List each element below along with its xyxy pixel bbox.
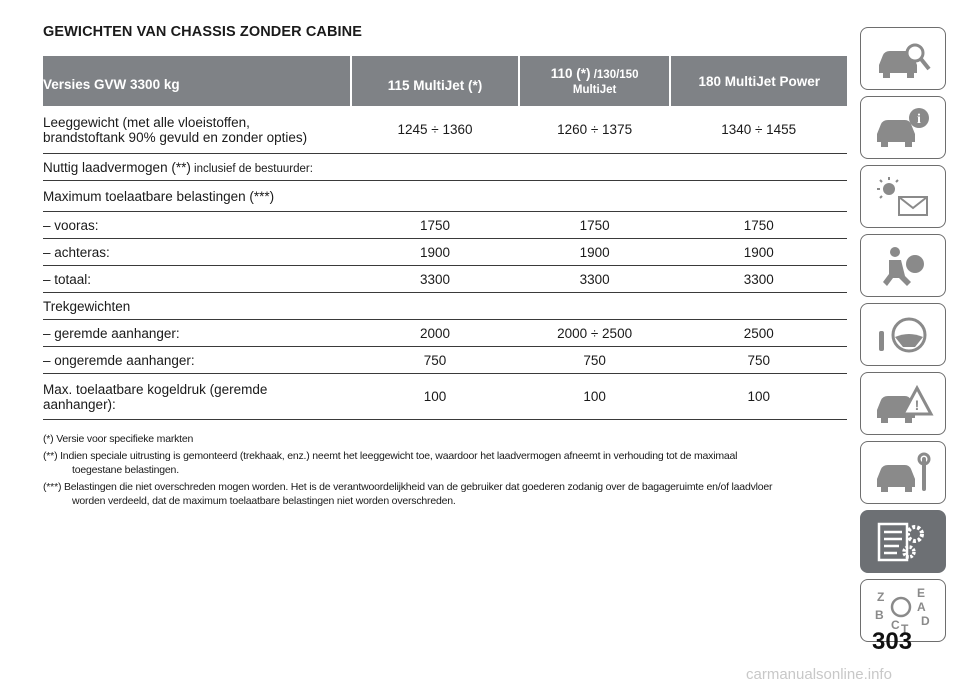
table-row: – geremde aanhanger: 2000 2000 ÷ 2500 25… (43, 319, 847, 347)
footnote-1: (*) Versie voor specifieke markten (43, 433, 194, 445)
tab-warning-lights[interactable] (860, 165, 946, 228)
airbag-safety-icon (883, 246, 924, 286)
car-maintenance-icon (877, 452, 931, 492)
tab-maintenance[interactable] (860, 441, 946, 504)
header-180-multijet-power: 180 MultiJet Power (669, 56, 847, 106)
tab-info[interactable]: i (860, 96, 946, 159)
tab-index[interactable]: Z E A B C T D (860, 579, 946, 642)
table-row: – ongeremde aanhanger: 750 750 750 (43, 346, 847, 374)
header-versions: Versies GVW 3300 kg (43, 56, 352, 106)
technical-data-icon (877, 522, 924, 561)
table-header-row: Versies GVW 3300 kg 115 MultiJet (*) 110… (43, 56, 847, 106)
chapter-tabs: i ! (860, 27, 946, 648)
table-row: – totaal: 3300 3300 3300 (43, 265, 847, 293)
alphabetical-index-icon: Z E A B C T D (875, 587, 930, 635)
header-115-multijet: 115 MultiJet (*) (350, 56, 519, 106)
table-row: – achteras: 1900 1900 1900 (43, 238, 847, 266)
table-row: Trekgewichten (43, 292, 847, 320)
svg-text:T: T (901, 622, 909, 635)
car-info-icon: i (877, 107, 929, 147)
svg-text:E: E (917, 587, 925, 600)
table-row: – vooras: 1750 1750 1750 (43, 211, 847, 239)
footnotes: (*) Versie voor specifieke markten (**) … (43, 432, 851, 511)
warning-lights-icon (877, 176, 928, 216)
header-110-130-150-multijet: 110 (*) /130/150 MultiJet (517, 56, 671, 106)
tab-getting-to-know[interactable] (860, 27, 946, 90)
table-row: Leeggewicht (met alle vloeistoffen, brand… (43, 106, 847, 154)
weights-table: Versies GVW 3300 kg 115 MultiJet (*) 110… (43, 56, 847, 420)
svg-text:!: ! (915, 397, 920, 413)
car-search-icon (879, 43, 931, 78)
svg-text:B: B (875, 608, 884, 622)
tab-emergency[interactable]: ! (860, 372, 946, 435)
tab-starting-driving[interactable] (860, 303, 946, 366)
footnote-2: (**) Indien speciale uitrusting is gemon… (43, 450, 738, 476)
table-row: Max. toelaatbare kogeldruk (geremde aanha… (43, 373, 847, 420)
svg-text:C: C (891, 618, 900, 632)
car-emergency-icon: ! (877, 384, 934, 423)
svg-text:i: i (917, 112, 921, 127)
svg-text:D: D (921, 614, 930, 628)
tab-technical-data[interactable] (860, 510, 946, 573)
table-row: Nuttig laadvermogen (**) inclusief de be… (43, 153, 847, 181)
tab-safety[interactable] (860, 234, 946, 297)
footnote-3: (***) Belastingen die niet overschreden … (43, 481, 773, 507)
steering-wheel-icon (879, 317, 927, 352)
watermark: carmanualsonline.info (746, 666, 892, 683)
svg-text:Z: Z (877, 590, 884, 604)
section-title: GEWICHTEN VAN CHASSIS ZONDER CABINE (43, 24, 363, 40)
table-row: Maximum toelaatbare belastingen (***) (43, 180, 847, 212)
svg-text:A: A (917, 600, 926, 614)
page-number: 303 (872, 628, 913, 655)
